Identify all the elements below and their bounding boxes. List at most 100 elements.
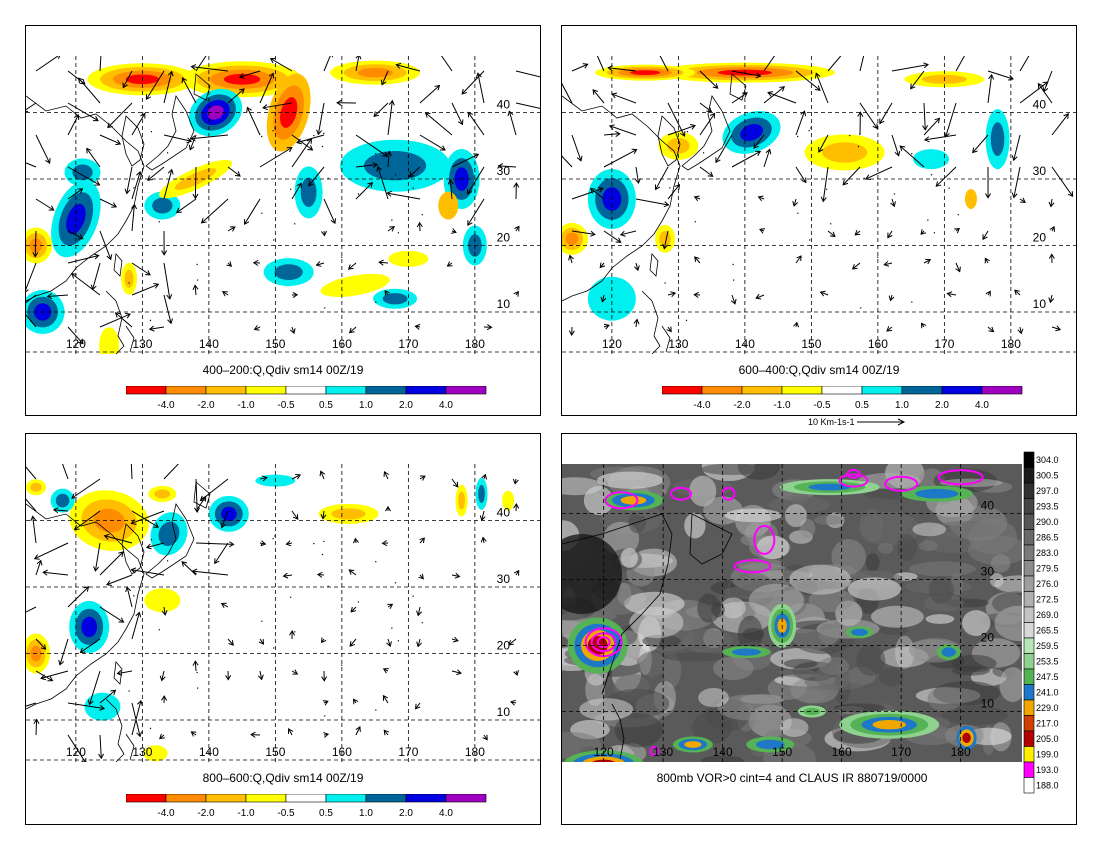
vector-arrow [467,166,485,195]
vector-arrowhead [910,83,916,90]
vector-arrow [26,162,37,168]
lon-label: 140 [199,337,219,351]
vector-arrowhead [414,323,421,330]
colorbar-swatch [205,386,247,395]
vector-arrowhead [582,63,589,69]
vector-arrowhead [1063,113,1069,119]
vector-arrow [635,319,638,328]
qdiv-contour [72,164,93,181]
vector-arrowhead [693,195,700,202]
vector-arrow [194,285,197,296]
island [341,664,343,666]
vector-arrowhead [94,180,101,186]
vector-arrow [795,111,806,136]
flux-vectors [562,56,1074,336]
vector-arrow [291,134,313,151]
island [375,301,377,303]
ir-cloud [789,564,852,595]
ir-cloud [737,615,763,652]
vector-arrowhead [194,507,201,513]
vector-arrowhead [352,537,359,544]
island [149,319,152,321]
vector-arrowhead [83,586,90,592]
vector-arrowhead [388,99,395,106]
panel-caption: 800mb VOR>0 cint=4 and CLAUS IR 880719/0… [656,771,928,785]
lon-label: 170 [934,337,954,351]
vector-arrow [381,70,389,85]
vector-arrowhead [234,171,241,177]
colorbar-swatch [662,386,703,395]
island [133,595,135,597]
vector-arrow [419,537,425,544]
vector-arrowhead [1011,192,1018,199]
vector-arrowhead [599,262,606,269]
colorbar-label: -4.0 [693,400,711,411]
vector-arrowhead [159,675,166,682]
vector-arrowhead [260,540,267,547]
vector-arrow [99,606,124,623]
vector-arrow [195,478,198,513]
vector-arrow [291,326,295,334]
island [957,214,959,216]
island [809,239,811,241]
vector-arrowhead [111,202,118,208]
island [933,232,936,234]
vector-arrow [562,82,573,104]
colorbar-label: -0.5 [277,808,295,819]
vector-arrowhead [419,537,425,544]
vector-arrow [355,56,360,72]
vector-arrowhead [765,148,772,155]
vector-arrow [755,294,765,299]
vector-arrowhead [261,475,268,482]
map-ir: 10 20 30 40 120 130 140 150 160 170 180 [562,464,1022,762]
ir-cloud [962,610,991,636]
qdiv-contour [55,493,70,508]
colorbar-label: 1.0 [895,400,909,411]
vector-scale-arrow [856,418,905,426]
ir-cloud [562,477,603,496]
qdiv-contour [438,191,459,220]
vector-arrow [126,587,133,608]
vector-arrow [827,56,842,72]
vector-arrow [387,638,391,647]
ir-colorbar-swatch [1023,653,1035,670]
vector-arrow [254,326,261,330]
vorticity-contour [733,559,772,574]
lon-label: 160 [332,745,352,759]
vector-arrowhead [225,674,232,681]
colorbar-label: 2.0 [935,400,949,411]
vector-arrow [227,638,234,646]
ir-cloud [700,464,762,475]
lon-label: 180 [951,745,971,759]
vector-arrow [441,56,453,72]
island [166,560,169,562]
colorbar-swatch [405,386,447,395]
island [849,134,851,137]
island [273,239,275,241]
colorbar-swatch [741,386,783,395]
island [863,177,865,179]
vorticity-contour [604,491,639,510]
vector-arrowhead [603,323,610,330]
vector-arrow [43,571,69,576]
vector-arrowhead [467,220,473,226]
vector-arrow [131,612,140,640]
vector-arrowhead [600,296,607,303]
vector-arrowhead [793,321,800,328]
vector-arrow [699,166,713,177]
vector-arrow [239,70,261,78]
vector-arrow [67,166,100,186]
vector-arrow [181,561,197,576]
vector-arrowhead [568,254,574,261]
vector-arrowhead [167,168,174,175]
vector-arrowhead [289,630,296,636]
ir-colorbar-label: 300.5 [1036,470,1059,480]
vector-arrowhead [820,196,827,203]
vector-arrowhead [851,264,858,270]
vector-arrow [387,151,390,168]
vector-arrowhead [145,94,152,101]
colorbar-swatch [285,386,327,395]
lat-label: 20 [1033,231,1047,245]
vector-arrow [822,166,829,202]
